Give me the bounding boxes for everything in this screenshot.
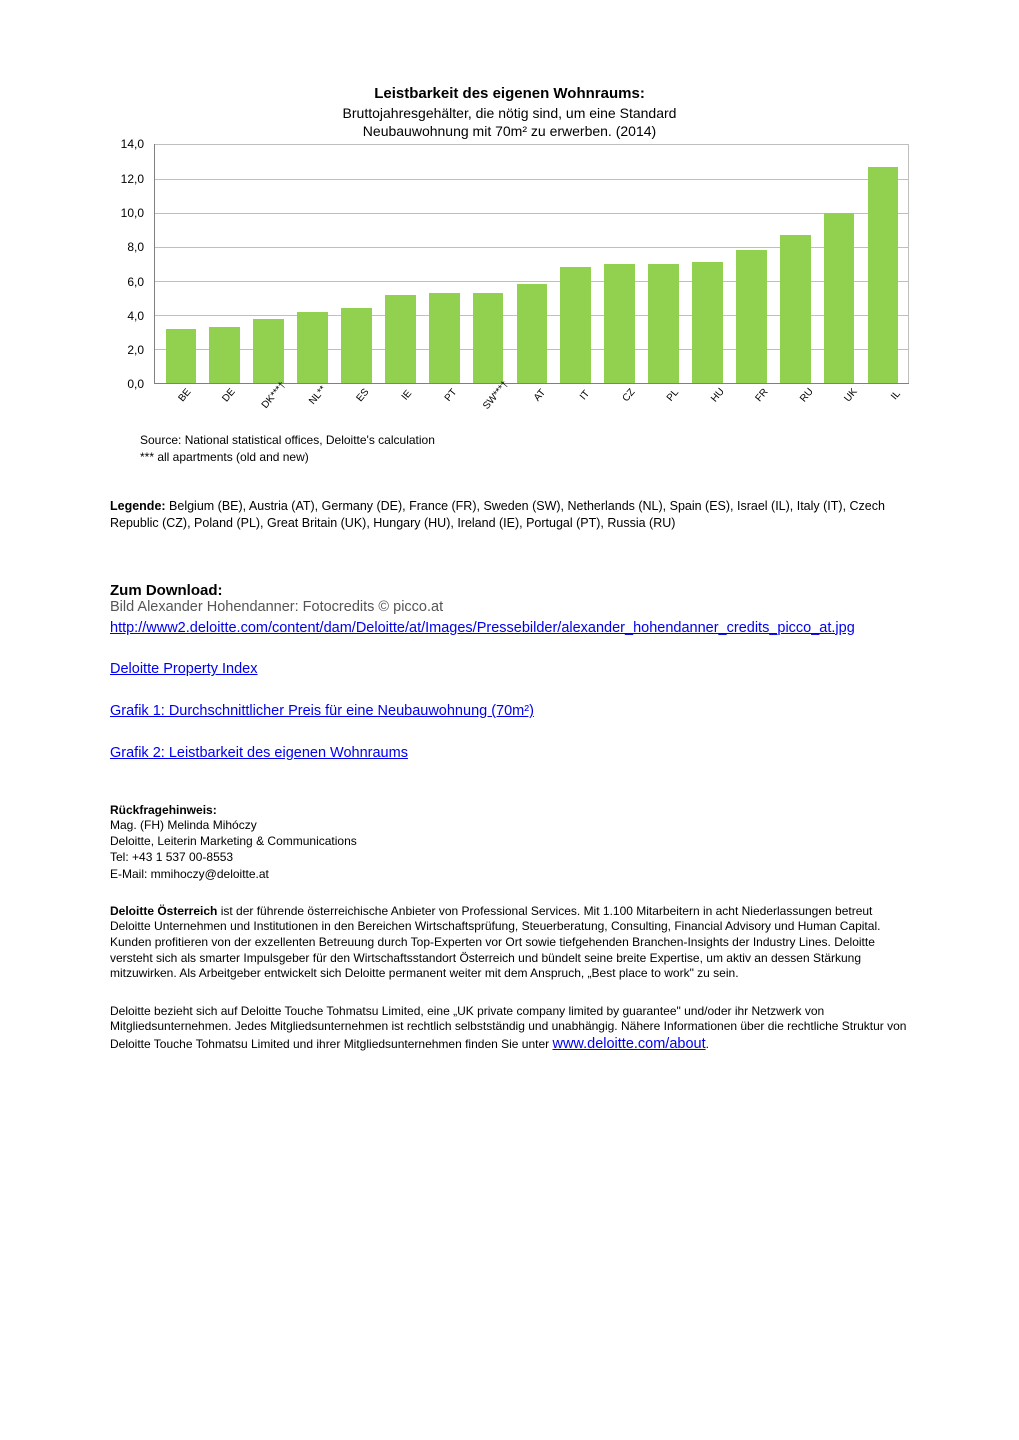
bar bbox=[736, 250, 767, 383]
download-link-image[interactable]: http://www2.deloitte.com/content/dam/Del… bbox=[110, 620, 855, 636]
download-link-grafik1[interactable]: Grafik 1: Durchschnittlicher Preis für e… bbox=[110, 703, 534, 719]
chart-source: Source: National statistical offices, De… bbox=[140, 432, 909, 466]
chart-subtitle-2: Neubauwohnung mit 70m² zu erwerben. (201… bbox=[363, 123, 656, 139]
chart-subtitle-1: Bruttojahresgehälter, die nötig sind, um… bbox=[343, 105, 677, 121]
chart-legende: Legende: Belgium (BE), Austria (AT), Ger… bbox=[110, 498, 909, 532]
about-link[interactable]: www.deloitte.com/about bbox=[552, 1036, 705, 1052]
bar bbox=[648, 264, 679, 384]
y-axis: 0,02,04,06,08,010,012,014,0 bbox=[110, 144, 150, 384]
bar-chart: 0,02,04,06,08,010,012,014,0 BEDEDK***†NL… bbox=[110, 144, 909, 424]
download-link-grafik2[interactable]: Grafik 2: Leistbarkeit des eigenen Wohnr… bbox=[110, 745, 408, 761]
x-axis: BEDEDK***†NL**ESIEPTSW***†ATITCZPLHUFRRU… bbox=[154, 384, 909, 424]
y-tick-label: 0,0 bbox=[127, 377, 144, 391]
about2-after: . bbox=[706, 1037, 709, 1051]
y-tick-label: 4,0 bbox=[127, 309, 144, 323]
bar bbox=[517, 284, 548, 383]
about-bold: Deloitte Österreich bbox=[110, 904, 217, 918]
bar bbox=[429, 293, 460, 383]
bar bbox=[473, 293, 504, 383]
bar bbox=[385, 295, 416, 384]
contact-tel: Tel: +43 1 537 00-8553 bbox=[110, 849, 909, 865]
y-tick-label: 12,0 bbox=[121, 172, 144, 186]
about-paragraph: Deloitte Österreich ist der führende öst… bbox=[110, 904, 909, 982]
bar bbox=[560, 267, 591, 383]
legende-label: Legende: bbox=[110, 499, 166, 513]
contact-heading: Rückfragehinweis: bbox=[110, 803, 909, 817]
y-tick-label: 8,0 bbox=[127, 240, 144, 254]
bar bbox=[604, 264, 635, 384]
download-link-property-index[interactable]: Deloitte Property Index bbox=[110, 661, 258, 677]
y-tick-label: 6,0 bbox=[127, 275, 144, 289]
contact-email: E-Mail: mmihoczy@deloitte.at bbox=[110, 866, 909, 882]
bar bbox=[692, 262, 723, 383]
contact-body: Mag. (FH) Melinda Mihóczy Deloitte, Leit… bbox=[110, 817, 909, 882]
source-line-1: Source: National statistical offices, De… bbox=[140, 432, 909, 449]
download-section: Zum Download: Bild Alexander Hohendanner… bbox=[110, 582, 909, 763]
source-line-2: *** all apartments (old and new) bbox=[140, 449, 909, 466]
contact-role: Deloitte, Leiterin Marketing & Communica… bbox=[110, 833, 909, 849]
chart-subtitle: Bruttojahresgehälter, die nötig sind, um… bbox=[110, 104, 909, 140]
legende-text: Belgium (BE), Austria (AT), Germany (DE)… bbox=[110, 499, 885, 530]
download-credits: Bild Alexander Hohendanner: Fotocredits … bbox=[110, 599, 909, 615]
bar bbox=[868, 167, 899, 384]
download-heading: Zum Download: bbox=[110, 582, 909, 599]
about-text: ist der führende österreichische Anbiete… bbox=[110, 904, 880, 980]
bar bbox=[824, 213, 855, 384]
about2-before: Deloitte bezieht sich auf Deloitte Touch… bbox=[110, 1004, 906, 1051]
contact-name: Mag. (FH) Melinda Mihóczy bbox=[110, 817, 909, 833]
bar bbox=[780, 235, 811, 384]
y-tick-label: 14,0 bbox=[121, 137, 144, 151]
about-legal-paragraph: Deloitte bezieht sich auf Deloitte Touch… bbox=[110, 1004, 909, 1054]
y-tick-label: 2,0 bbox=[127, 343, 144, 357]
chart-title: Leistbarkeit des eigenen Wohnraums: bbox=[110, 85, 909, 102]
chart-plot-area bbox=[154, 144, 909, 384]
y-tick-label: 10,0 bbox=[121, 206, 144, 220]
